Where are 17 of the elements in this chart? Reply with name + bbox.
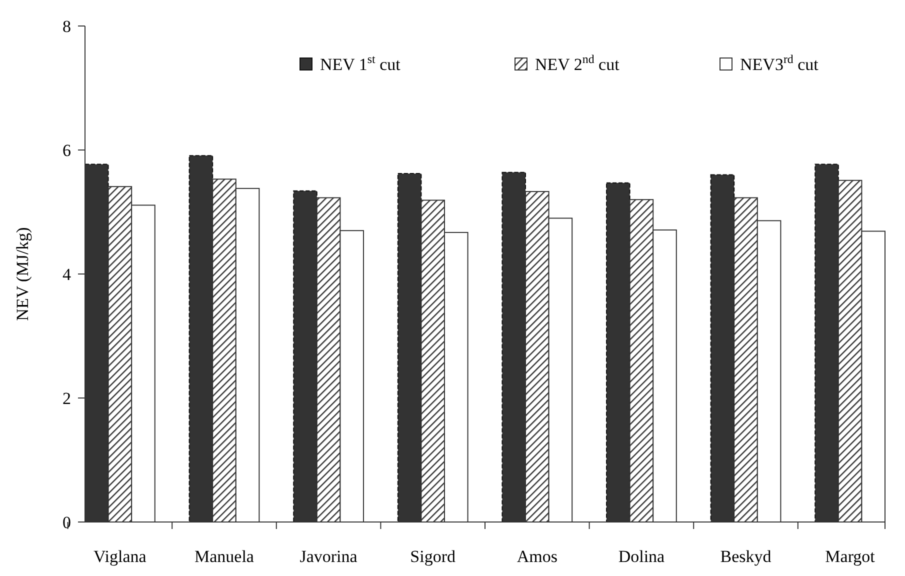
legend-label: NEV 1$^{st}$ cut [320,52,401,74]
x-tick-label: Viglana [94,547,147,566]
legend-label: NEV 2$^{nd}$ cut [535,52,620,74]
x-tick-label: Manuela [194,547,254,566]
x-tick-label: Margot [825,547,876,566]
x-tick-label: Beskyd [720,547,772,566]
y-axis-title: NEV (MJ/kg) [13,227,32,321]
y-tick-label: 6 [62,140,71,160]
x-tick-label: Amos [516,547,558,566]
y-tick-label: 4 [62,264,72,284]
y-tick-label: 2 [62,388,71,408]
y-tick-label: 8 [62,16,71,36]
x-tick-label: Javorina [300,547,358,566]
x-tick-label: Dolina [618,547,666,566]
y-tick-label: 0 [62,512,71,532]
legend-label: NEV3$^{rd}$ cut [740,52,819,74]
x-tick-label: Sigord [410,547,456,566]
